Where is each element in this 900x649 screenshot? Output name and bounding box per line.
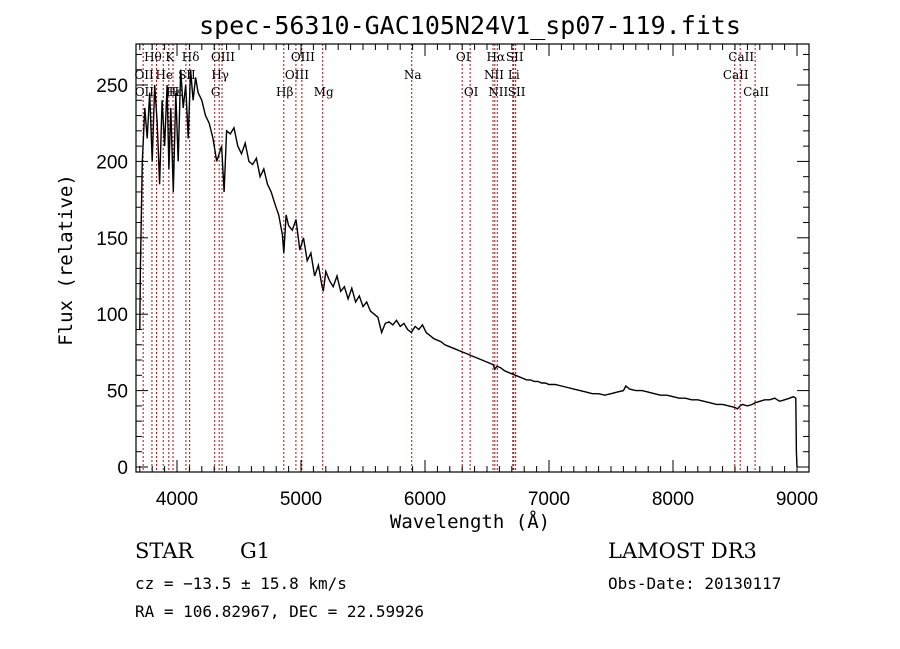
- line-label: Hβ: [276, 85, 293, 99]
- line-label: OIII: [285, 68, 309, 82]
- y-tick-label: 200: [96, 152, 128, 173]
- line-label: OIII: [291, 50, 315, 64]
- line-label: G: [211, 85, 221, 99]
- line-label: NII: [484, 68, 504, 82]
- x-tick-label: 8000: [652, 489, 694, 510]
- coordinates-info: RA = 106.82967, DEC = 22.59926: [135, 602, 424, 621]
- y-axis: 0 50 100 150 200 250: [96, 53, 809, 479]
- line-markers: [142, 44, 756, 472]
- x-tick-label: 7000: [528, 489, 570, 510]
- x-axis-label: Wavelength (Å): [390, 510, 550, 533]
- line-label: CaII: [723, 68, 749, 82]
- line-label: CaII: [728, 50, 754, 64]
- line-label: Na: [404, 68, 422, 82]
- line-label: SII: [506, 50, 524, 64]
- line-label: Hθ: [144, 50, 162, 64]
- line-label: Hδ: [182, 50, 200, 64]
- x-tick-label: 4000: [156, 489, 198, 510]
- line-label: He: [155, 68, 173, 82]
- y-tick-label: 250: [96, 76, 128, 97]
- line-label: Hε: [166, 85, 183, 99]
- line-label: H: [169, 85, 179, 99]
- line-label: CaII: [743, 85, 769, 99]
- plot-frame: [135, 43, 810, 473]
- x-tick-label: 6000: [404, 489, 446, 510]
- observation-date: Obs-Date: 20130117: [608, 574, 782, 593]
- line-label: OI: [456, 50, 471, 64]
- line-label: K: [165, 50, 175, 64]
- line-label: Li: [508, 68, 520, 82]
- line-label: Hγ: [211, 68, 229, 82]
- y-tick-label: 100: [96, 305, 128, 326]
- y-tick-label: 0: [117, 458, 128, 479]
- x-tick-label: 9000: [776, 489, 818, 510]
- spectrum-line: [139, 69, 798, 468]
- x-axis: 4000 5000 6000 7000 8000 9000: [139, 44, 818, 510]
- line-label: OI: [464, 85, 479, 99]
- chart-title: spec-56310-GAC105N24V1_sp07-119.fits: [199, 11, 741, 40]
- line-label: NII: [488, 85, 508, 99]
- object-class: STAR: [135, 539, 194, 563]
- survey-label: LAMOST DR3: [608, 539, 757, 563]
- line-label: OII: [135, 85, 155, 99]
- line-label: OIII: [211, 50, 235, 64]
- y-axis-label: Flux (relative): [55, 174, 77, 346]
- line-label: OII: [134, 68, 154, 82]
- y-tick-label: 150: [96, 229, 128, 250]
- line-label: Mg: [314, 85, 334, 99]
- y-tick-label: 50: [107, 382, 128, 403]
- redshift-info: cz = −13.5 ± 15.8 km/s: [135, 574, 347, 593]
- object-subclass: G1: [240, 539, 271, 563]
- x-tick-label: 5000: [280, 489, 322, 510]
- line-label: Hα: [487, 50, 506, 64]
- line-label: SII: [508, 85, 526, 99]
